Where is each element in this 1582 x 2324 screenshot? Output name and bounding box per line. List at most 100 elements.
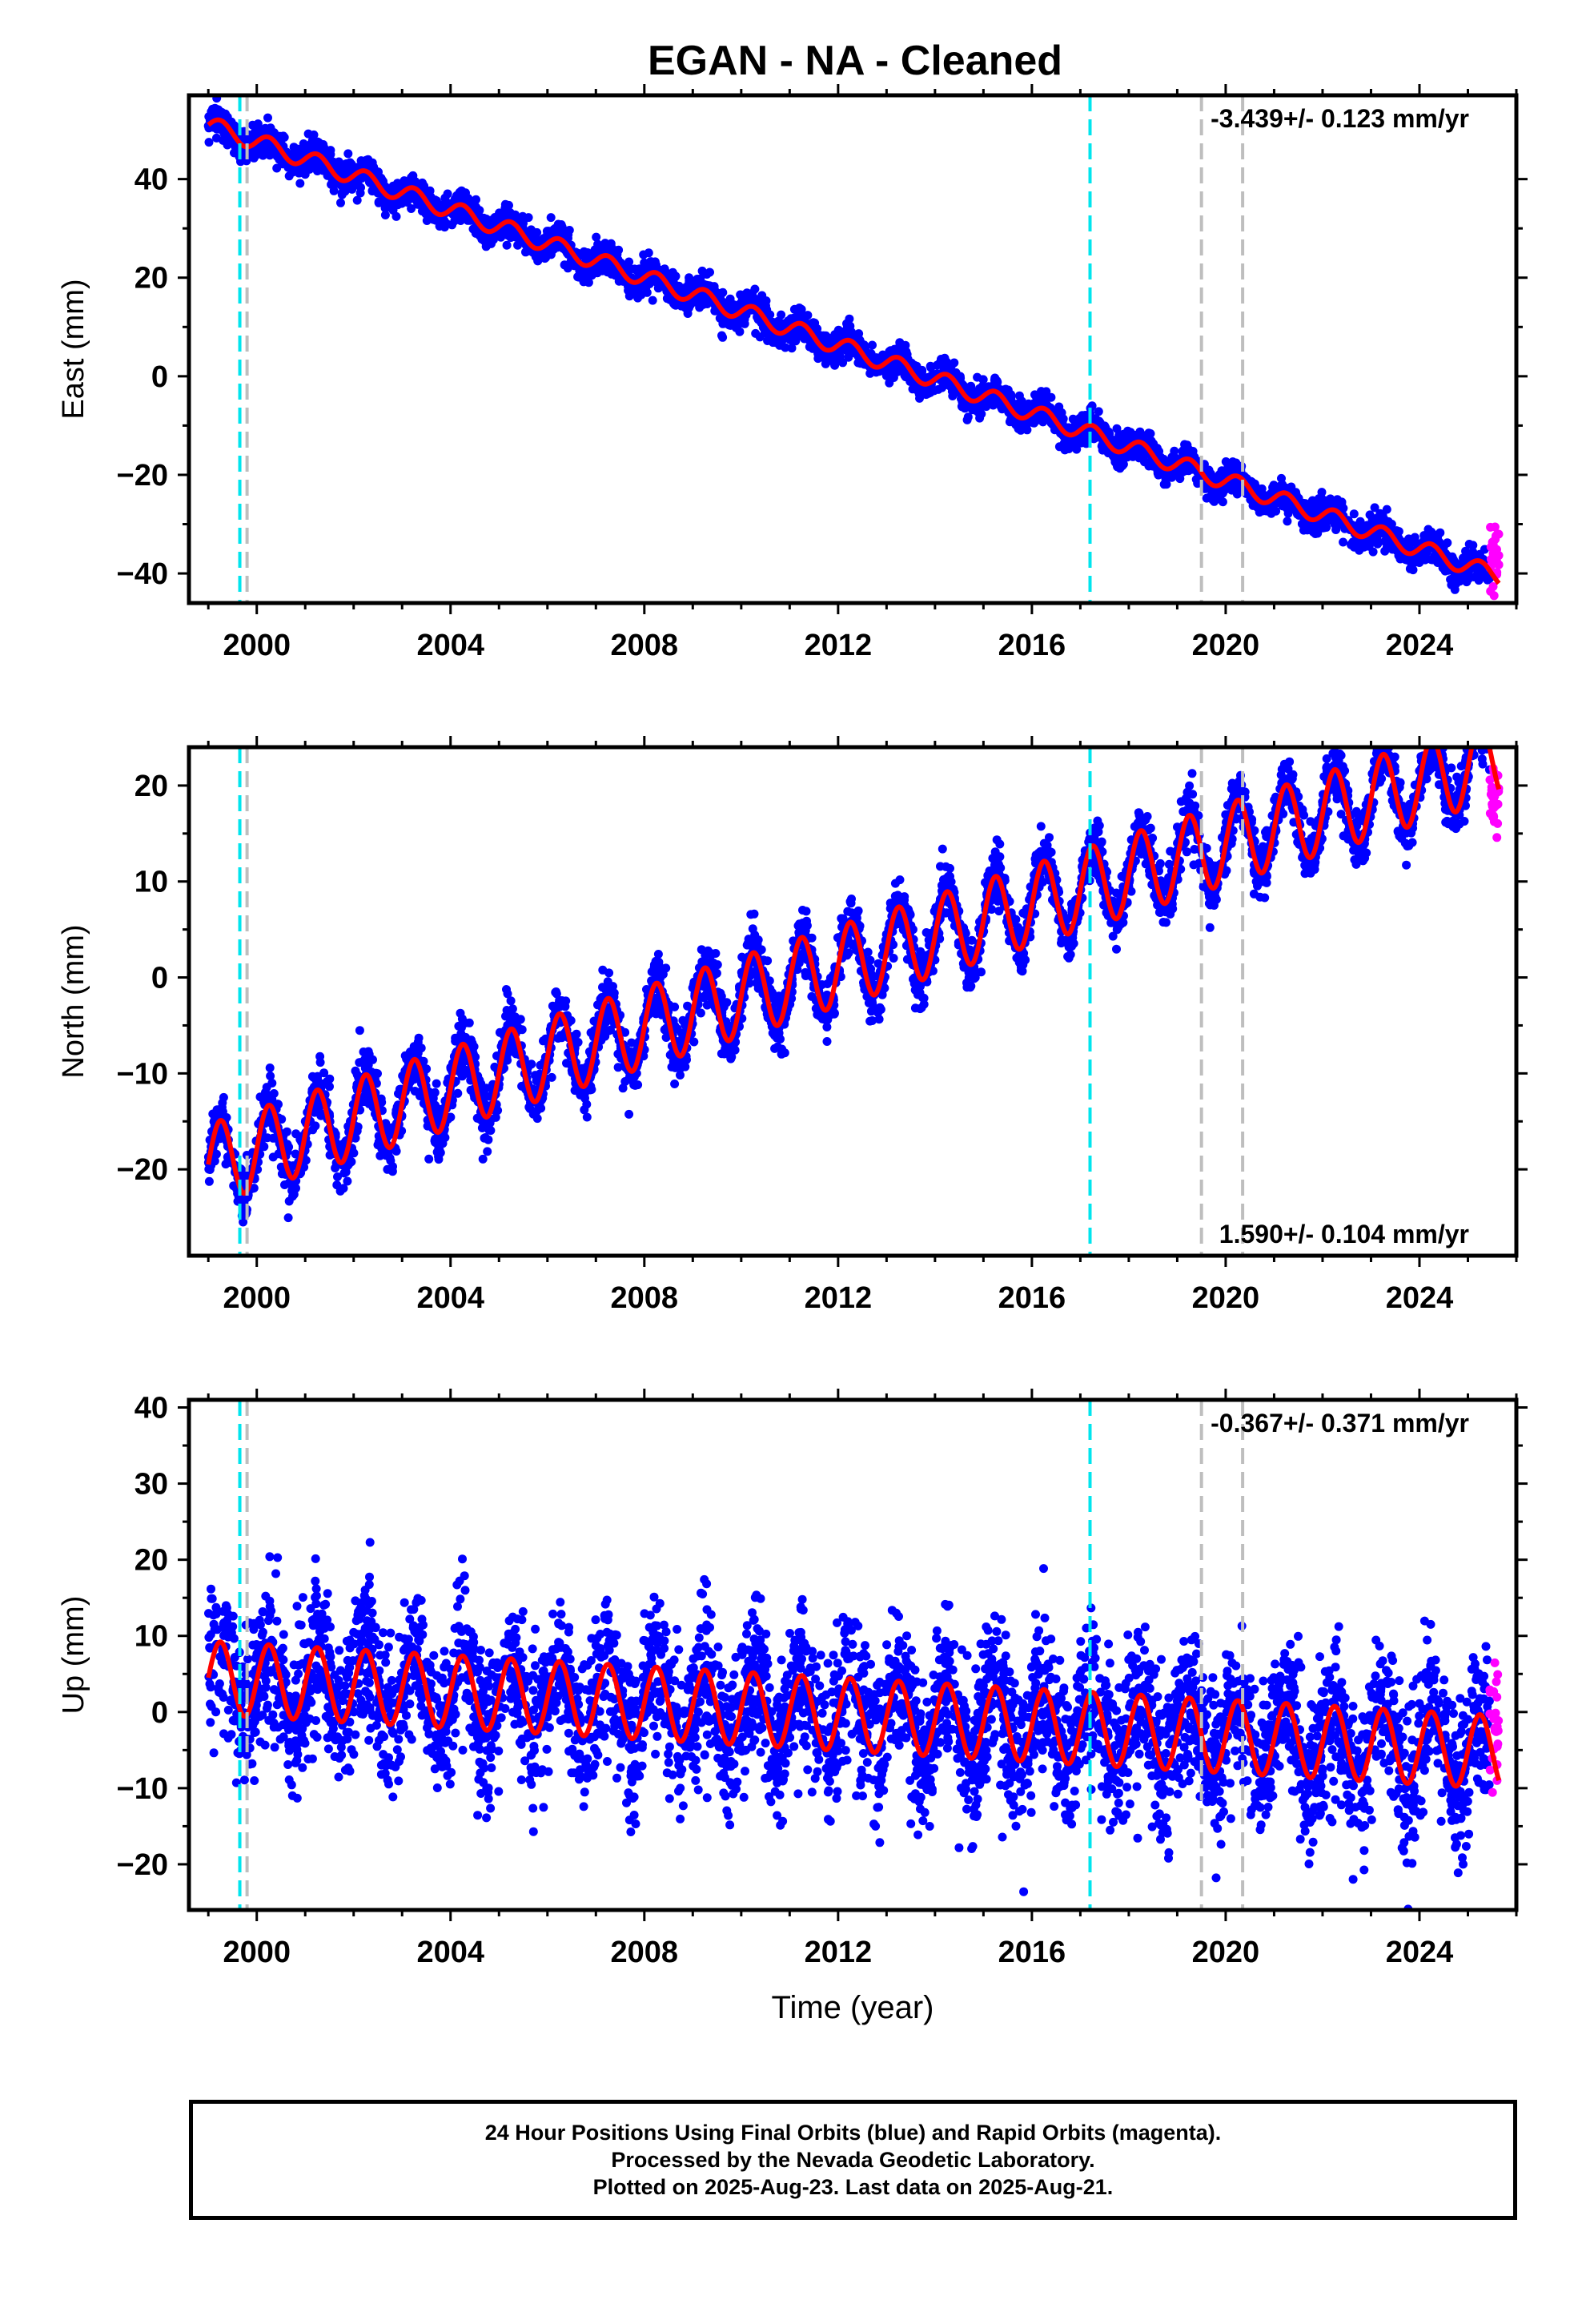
data-point xyxy=(838,358,848,368)
x-tick-label: 2024 xyxy=(1386,629,1454,662)
data-point xyxy=(1470,722,1479,730)
data-point xyxy=(337,190,347,199)
data-point xyxy=(1144,461,1154,471)
data-point xyxy=(1036,822,1046,831)
data-point xyxy=(787,344,797,353)
data-point xyxy=(1135,427,1145,436)
data-point xyxy=(560,260,569,270)
data-point xyxy=(1022,425,1032,435)
rate-label: -3.439+/- 0.123 mm/yr xyxy=(1211,104,1469,133)
data-point xyxy=(990,395,999,404)
data-point xyxy=(1210,497,1219,506)
data-point xyxy=(1283,509,1293,518)
data-point xyxy=(247,148,257,158)
data-point xyxy=(1313,529,1323,538)
data-point xyxy=(204,138,214,147)
y-tick-label: −20 xyxy=(117,459,168,493)
data-point xyxy=(777,310,786,320)
data-point xyxy=(380,211,390,219)
data-point xyxy=(1339,537,1348,547)
data-point xyxy=(977,409,986,419)
data-point xyxy=(386,199,396,209)
data-point xyxy=(1068,414,1078,424)
series-final-orbits xyxy=(203,95,1495,594)
data-point xyxy=(1299,525,1308,535)
data-point xyxy=(1323,496,1333,505)
data-point xyxy=(580,247,588,256)
data-point xyxy=(1347,540,1356,549)
data-point xyxy=(1474,575,1484,585)
data-point xyxy=(506,208,515,218)
data-point xyxy=(1112,424,1122,433)
plot-area xyxy=(203,722,1504,1227)
data-point xyxy=(1330,520,1339,529)
data-point xyxy=(833,352,843,361)
data-point xyxy=(407,204,416,213)
data-point xyxy=(1221,457,1231,466)
data-point xyxy=(1035,411,1044,420)
data-point xyxy=(1230,460,1239,469)
data-point xyxy=(1410,537,1419,546)
data-point xyxy=(775,318,785,328)
data-point xyxy=(1082,439,1091,448)
data-point xyxy=(1429,729,1438,738)
series-rapid-orbits xyxy=(1485,522,1504,601)
data-point xyxy=(669,299,678,308)
data-point xyxy=(592,232,601,242)
x-tick-label: 2000 xyxy=(223,629,291,662)
series-final-orbits xyxy=(203,722,1494,1227)
data-point xyxy=(1030,390,1039,400)
data-point xyxy=(1465,724,1474,733)
data-point xyxy=(1134,449,1143,459)
data-point xyxy=(1352,521,1362,530)
y-axis-label: East (mm) xyxy=(57,279,90,419)
data-point xyxy=(313,139,323,149)
data-point xyxy=(272,163,282,173)
data-point xyxy=(400,176,409,186)
data-point xyxy=(1170,446,1179,456)
data-point xyxy=(845,314,854,324)
data-point xyxy=(650,257,660,267)
data-point xyxy=(648,296,657,305)
data-point xyxy=(343,149,353,159)
data-point xyxy=(1394,551,1403,561)
data-point xyxy=(600,239,610,248)
data-point xyxy=(1490,522,1500,532)
data-point xyxy=(397,199,407,208)
data-point xyxy=(726,298,736,308)
y-tick-label: 20 xyxy=(135,262,168,296)
data-point xyxy=(219,135,228,145)
data-point xyxy=(633,293,643,303)
data-point xyxy=(1370,503,1379,513)
data-point xyxy=(1277,473,1286,483)
x-tick-label: 2012 xyxy=(805,629,873,662)
data-point xyxy=(362,155,371,165)
data-point xyxy=(1167,472,1177,482)
data-point xyxy=(596,265,605,275)
data-point xyxy=(442,219,452,228)
data-point xyxy=(695,303,705,312)
panel-east: 2000 2004 2008 2012 2016 2020 2024−40−2002040E… xyxy=(57,84,1528,662)
data-point xyxy=(963,412,973,422)
data-point xyxy=(347,183,357,193)
data-point xyxy=(1380,546,1390,556)
data-point xyxy=(632,283,642,293)
data-point xyxy=(1257,484,1267,493)
data-point xyxy=(263,113,272,123)
data-point xyxy=(1146,436,1156,446)
data-point xyxy=(1317,488,1327,497)
data-point xyxy=(973,372,982,382)
data-point xyxy=(367,186,377,195)
data-point xyxy=(1480,570,1489,580)
data-point xyxy=(1488,549,1498,558)
data-point xyxy=(751,328,761,338)
data-point xyxy=(1476,723,1485,732)
data-point xyxy=(303,129,313,139)
data-point xyxy=(1429,554,1439,564)
chart-title: EGAN - NA - Cleaned xyxy=(648,38,1062,84)
data-point xyxy=(575,266,584,275)
data-point xyxy=(654,283,664,292)
data-point xyxy=(1255,508,1264,517)
data-point xyxy=(1016,425,1026,435)
